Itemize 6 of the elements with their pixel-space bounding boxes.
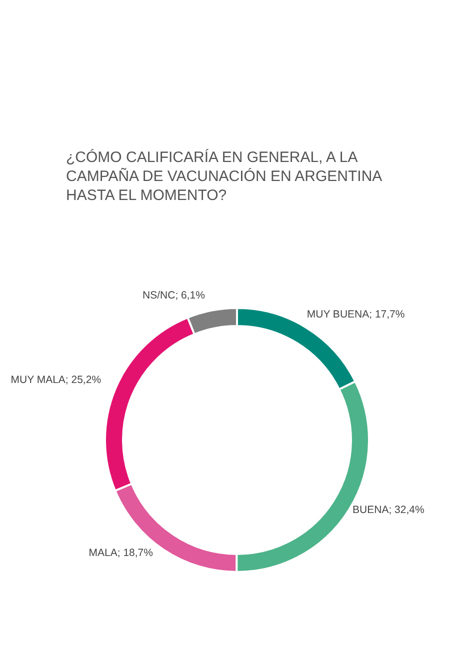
slice-label: MALA; 18,7% bbox=[88, 546, 153, 559]
chart-title: ¿CÓMO CALIFICARÍA EN GENERAL, A LA CAMPAÑA DE VACUNACIÓN EN ARGENTINA HASTA EL MOMENTO? bbox=[66, 148, 383, 205]
slice-label: BUENA; 32,4% bbox=[352, 504, 424, 516]
slice-label: MUY MALA; 25,2% bbox=[10, 374, 102, 386]
slice-label: MUY BUENA; 17,7% bbox=[306, 308, 405, 320]
slice-label: NS/NC; 6,1% bbox=[142, 290, 205, 302]
